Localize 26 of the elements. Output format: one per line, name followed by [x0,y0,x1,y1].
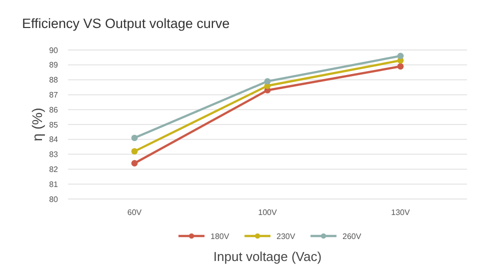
legend-label: 260V [342,232,362,241]
y-tick-label: 89 [49,60,59,70]
y-tick-label: 82 [49,165,59,174]
y-tick-label: 87 [49,90,59,100]
y-tick-label: 88 [49,76,59,85]
y-tick-label: 83 [49,150,59,160]
y-tick-label: 85 [49,120,59,130]
x-tick-label: 60V [127,208,142,217]
point [131,134,138,142]
point [264,78,271,84]
legend-label: 230V [276,232,296,241]
y-tick-label: 80 [49,194,59,204]
y-tick-label: 90 [49,46,59,55]
x-axis-title: Input voltage (Vac) [213,249,322,264]
y-tick-label: 81 [49,180,59,189]
chart-title: Efficiency VS Output voltage curve [22,16,230,31]
point [131,160,138,166]
x-tick-label: 100V [258,208,278,217]
y-tick-label: 84 [49,135,59,144]
point [397,52,404,60]
point [131,148,138,155]
legend-label: 180V [210,232,230,241]
point [397,63,404,70]
x-tick-label: 130V [391,208,411,217]
y-axis-title: η (%) [29,108,45,142]
y-tick-label: 86 [49,105,59,114]
